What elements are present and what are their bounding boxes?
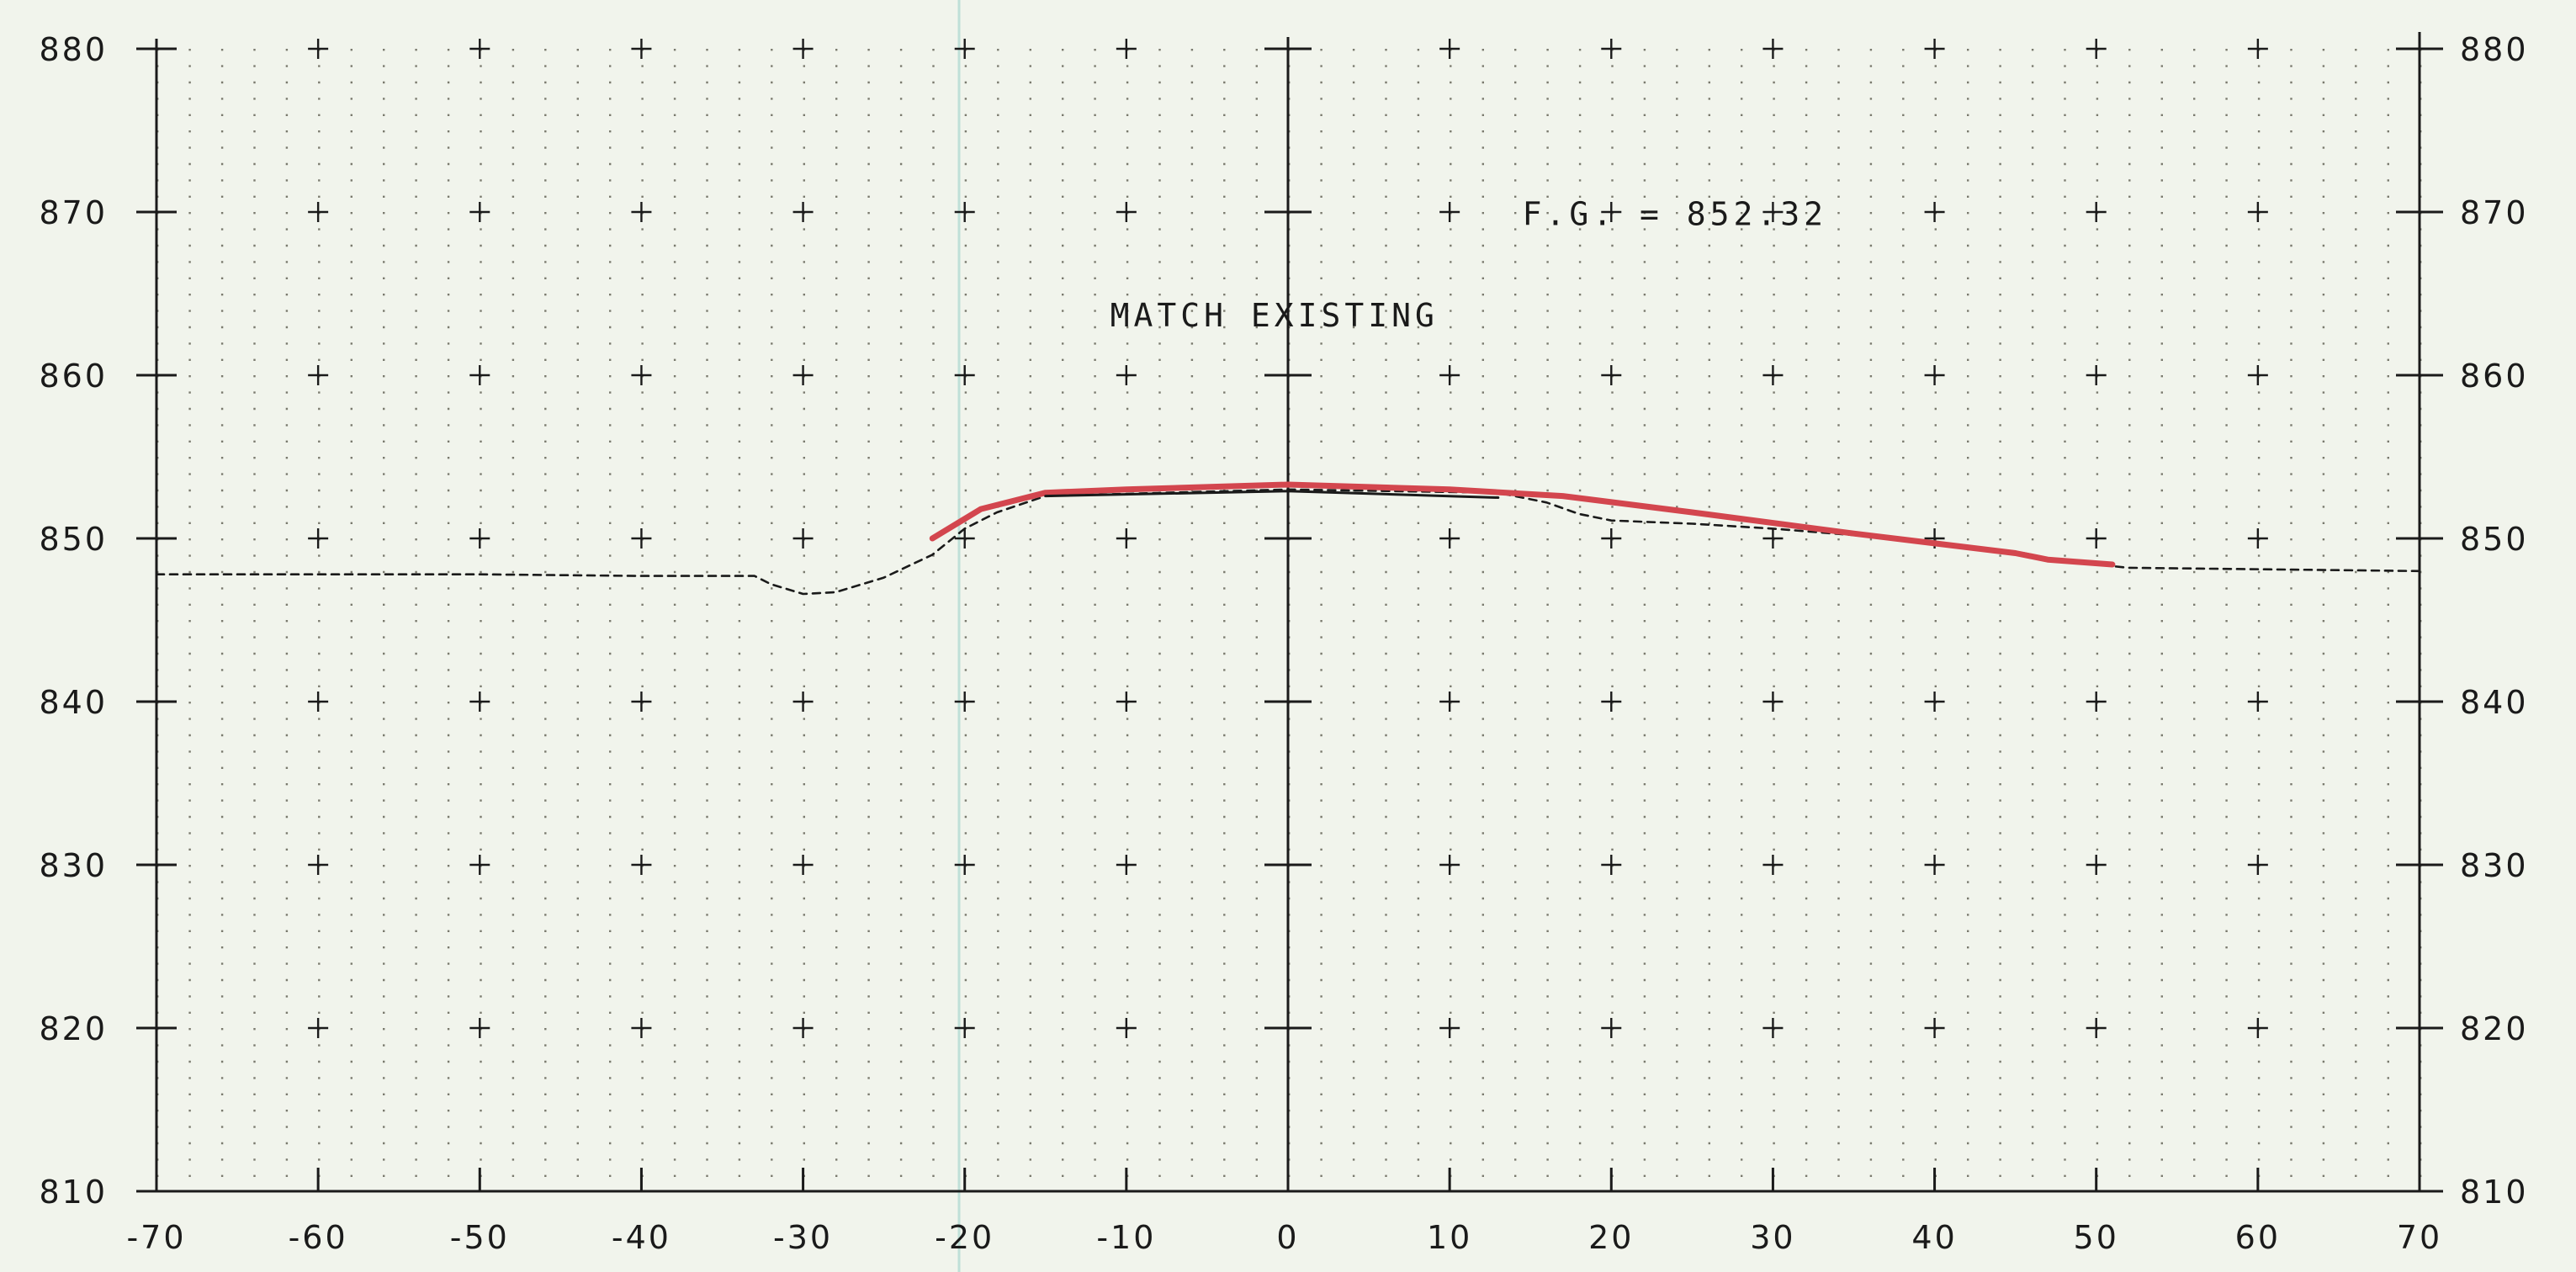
y-tick-label-right: 870 [2460,194,2529,231]
x-tick-label: 30 [1750,1219,1795,1256]
x-tick-label: -20 [935,1219,994,1256]
annotation-label: F.G. = 852.32 [1523,196,1827,233]
x-tick-label: -10 [1096,1219,1156,1256]
x-tick-label: 20 [1588,1219,1634,1256]
x-tick-label: 10 [1427,1219,1472,1256]
x-tick-label: 40 [1911,1219,1957,1256]
y-tick-label-left: 870 [39,194,108,231]
y-tick-label-right: 860 [2460,358,2529,395]
series-lines [155,481,2421,596]
y-tick-label-left: 820 [39,1010,108,1047]
grid-crosses [308,39,2268,1038]
y-tick-label-right: 840 [2460,684,2529,721]
tick-labels: 810 810 820 820 830 830 840 840 850 850 860 860 870 8… [39,31,2529,1256]
y-tick-label-left: 850 [39,521,108,558]
x-tick-label: -60 [289,1219,348,1256]
y-tick-label-left: 830 [39,847,108,884]
annotation-label: MATCH EXISTING [1110,297,1439,334]
x-tick-label: -30 [773,1219,833,1256]
y-tick-label-right: 820 [2460,1010,2529,1047]
x-tick-label: 50 [2074,1219,2119,1256]
x-tick-label: -70 [126,1219,186,1256]
x-tick-label: 0 [1276,1219,1299,1256]
y-tick-label-right: 830 [2460,847,2529,884]
y-tick-label-left: 840 [39,684,108,721]
y-tick-label-right: 880 [2460,31,2529,68]
x-tick-label: -50 [450,1219,510,1256]
y-tick-label-left: 880 [39,31,108,68]
cross-grid [308,39,2268,1038]
y-tick-label-left: 860 [39,358,108,395]
axis-ticks [136,47,2443,1193]
y-tick-label-right: 810 [2460,1174,2529,1211]
annotations: F.G. = 852.32 MATCH EXISTING [1110,196,1827,334]
x-tick-label: 70 [2397,1219,2442,1256]
x-tick-label: 60 [2235,1219,2281,1256]
y-tick-label-left: 810 [39,1174,108,1211]
proposed-grade-line [929,481,2116,568]
existing-pavement-line [1044,490,1500,499]
y-tick-label-right: 850 [2460,521,2529,558]
x-tick-label: -40 [612,1219,671,1256]
